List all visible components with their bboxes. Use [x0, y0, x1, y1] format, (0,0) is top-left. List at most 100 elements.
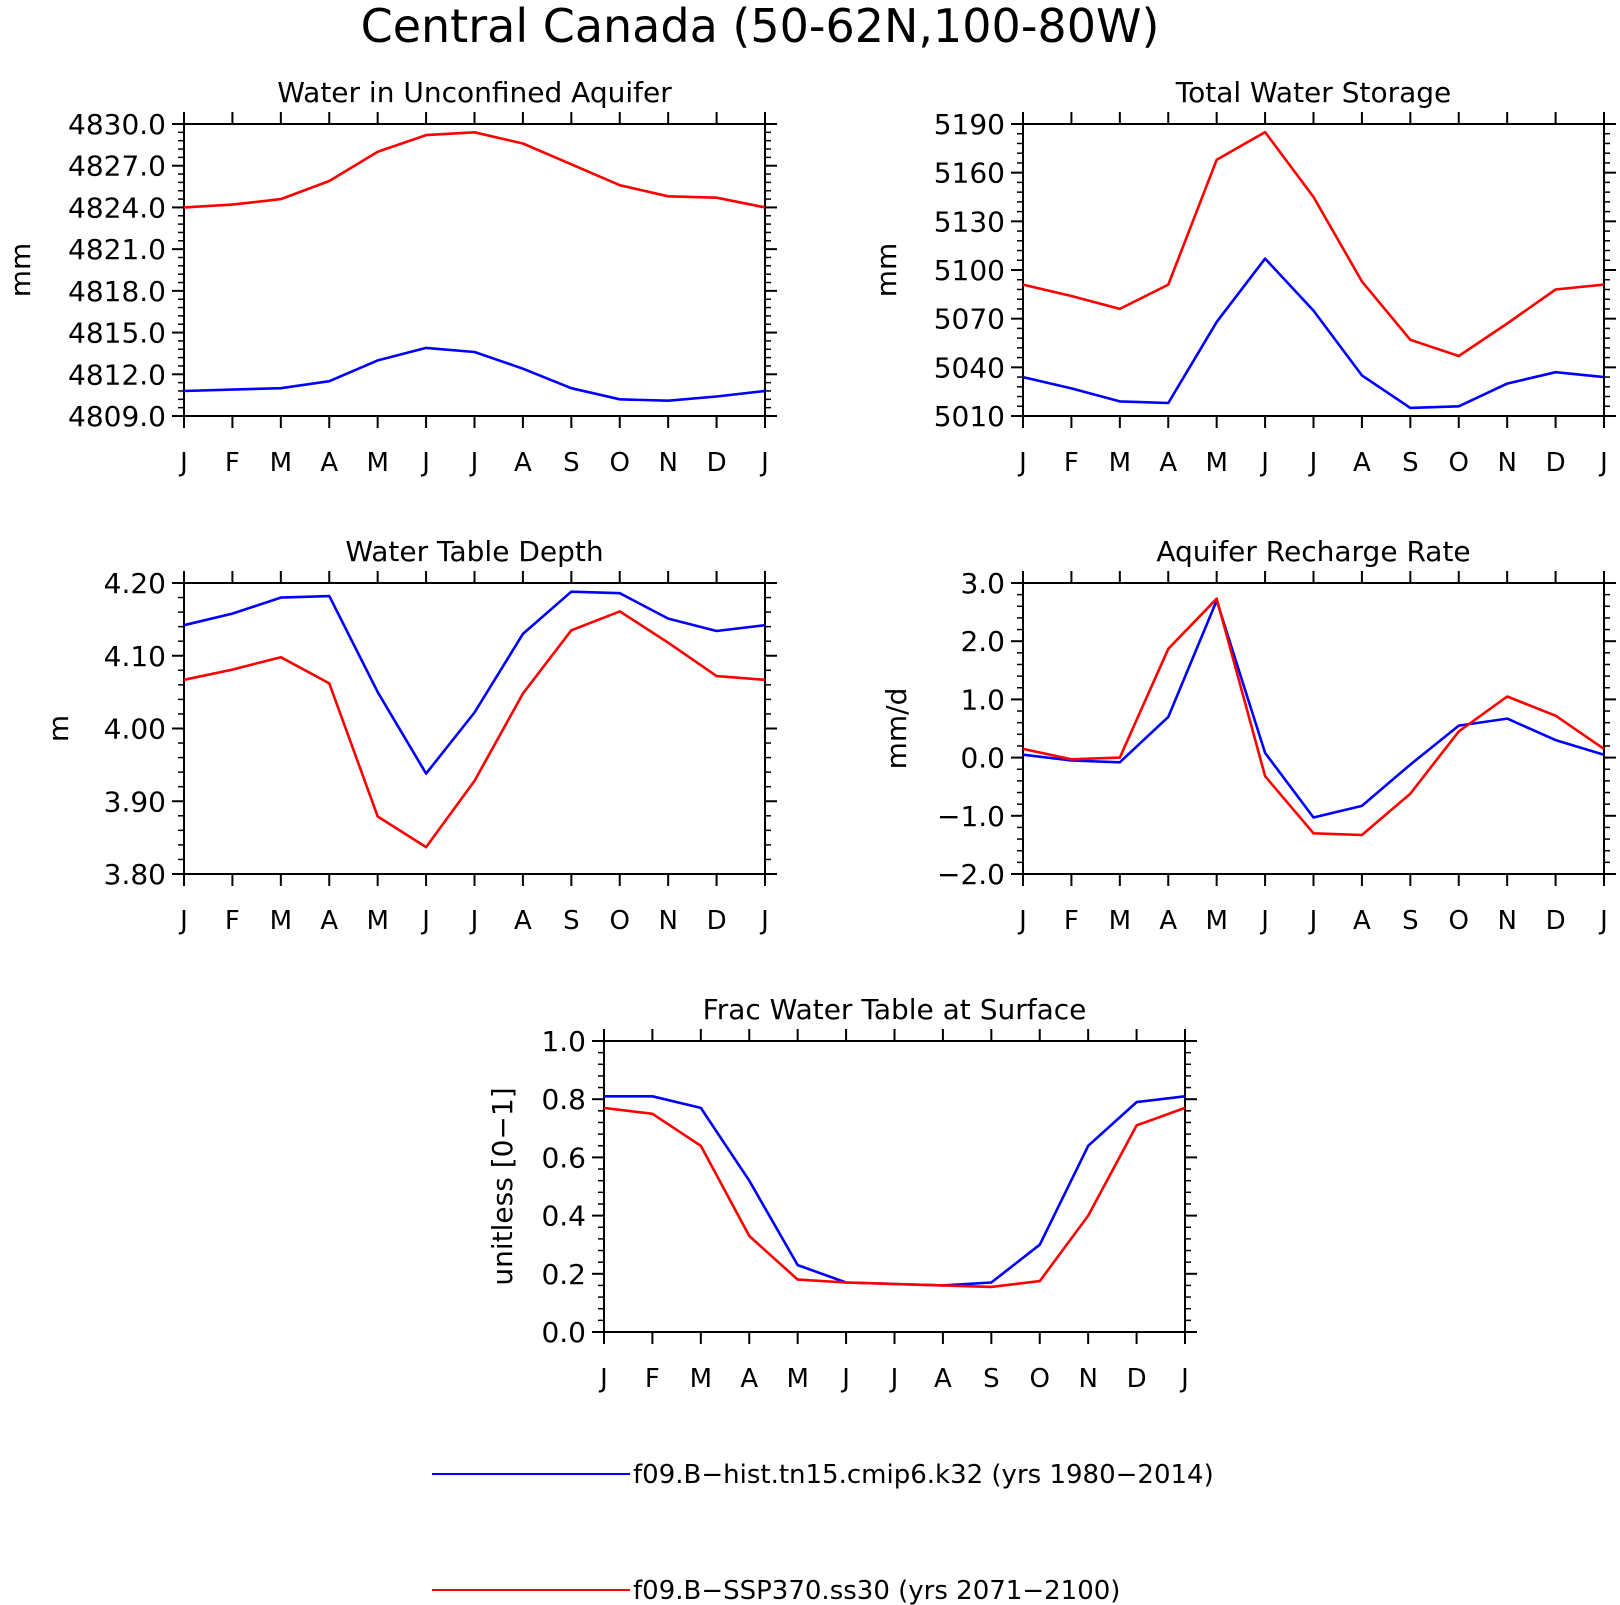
y-tick-label: 0.8 [541, 1083, 586, 1116]
figure-title: Central Canada (50-62N,100-80W) [361, 0, 1160, 53]
x-tick-label: M [1205, 906, 1227, 936]
x-tick-label: M [1109, 906, 1131, 936]
y-tick-label: 0.6 [541, 1141, 586, 1174]
panel-title: Water Table Depth [345, 535, 603, 568]
x-tick-label: O [1030, 1364, 1050, 1394]
x-tick-label: D [707, 448, 727, 478]
x-tick-label: J [420, 906, 430, 936]
y-tick-label: 3.0 [960, 567, 1005, 600]
x-tick-label: J [1598, 448, 1608, 478]
x-tick-label: S [1402, 906, 1419, 936]
x-tick-label: S [563, 906, 580, 936]
x-tick-label: S [983, 1364, 1000, 1394]
y-tick-label: 4818.0 [68, 275, 166, 308]
x-tick-label: O [1449, 448, 1469, 478]
x-tick-label: J [178, 448, 188, 478]
y-tick-label: 5040 [934, 351, 1005, 384]
y-tick-label: 0.2 [541, 1258, 586, 1291]
x-tick-label: S [563, 448, 580, 478]
chart-panel: J F M A M J J A S O N D J501050405070510051305160519… [870, 76, 1616, 478]
x-tick-label: J [1598, 906, 1608, 936]
legend-label: f09.B−hist.tn15.cmip6.k32 (yrs 1980−2014… [633, 1460, 1214, 1490]
x-tick-label: F [1064, 906, 1079, 936]
y-tick-label: 4815.0 [68, 317, 166, 350]
x-tick-label: D [707, 906, 727, 936]
y-tick-label: 3.90 [104, 785, 166, 818]
panel-title: Total Water Storage [1175, 76, 1452, 109]
x-tick-label: O [610, 906, 630, 936]
y-tick-label: 5010 [934, 400, 1005, 433]
x-tick-label: J [1308, 906, 1318, 936]
x-tick-label: J [1308, 448, 1318, 478]
x-tick-label: S [1402, 448, 1419, 478]
plot-frame [1022, 582, 1605, 875]
x-tick-label: A [1353, 448, 1371, 478]
y-tick-label: −1.0 [937, 800, 1005, 833]
series-line [1022, 597, 1605, 837]
legend: f09.B−hist.tn15.cmip6.k32 (yrs 1980−2014… [432, 1460, 1214, 1605]
y-axis-label: mm/d [880, 688, 913, 770]
x-tick-label: N [1497, 448, 1516, 478]
x-tick-label: A [1353, 906, 1371, 936]
panel-title: Water in Unconfined Aquifer [277, 76, 672, 109]
x-tick-label: M [270, 448, 292, 478]
y-tick-label: 0.0 [541, 1316, 586, 1349]
y-axis-label: m [42, 715, 75, 742]
x-tick-label: J [1017, 448, 1027, 478]
y-tick-label: 0.0 [960, 742, 1005, 775]
x-tick-label: A [740, 1364, 758, 1394]
x-tick-label: O [610, 448, 630, 478]
x-tick-label: J [469, 448, 479, 478]
x-tick-label: A [1159, 448, 1177, 478]
y-tick-label: 4830.0 [68, 108, 166, 141]
y-tick-label: 2.0 [960, 625, 1005, 658]
y-tick-label: 1.0 [960, 683, 1005, 716]
x-tick-label: J [1179, 1364, 1189, 1394]
series-line [183, 590, 766, 775]
series-line [1022, 257, 1605, 410]
x-tick-label: F [225, 448, 240, 478]
y-tick-label: 4827.0 [68, 150, 166, 183]
y-tick-label: 4.20 [104, 567, 166, 600]
x-tick-label: O [1449, 906, 1469, 936]
series-line [603, 1106, 1186, 1289]
y-tick-label: 5070 [934, 303, 1005, 336]
chart-panel: J F M A M J J A S O N D J−2.0−1.00.01.02.03.0Aquifer… [880, 535, 1616, 936]
y-tick-label: 5100 [934, 254, 1005, 287]
x-tick-label: N [1078, 1364, 1097, 1394]
x-tick-label: M [1109, 448, 1131, 478]
x-tick-label: F [645, 1364, 660, 1394]
plot-frame [183, 582, 766, 875]
legend-label: f09.B−SSP370.ss30 (yrs 2071−2100) [633, 1576, 1120, 1605]
series-line [1022, 130, 1605, 358]
x-tick-label: M [366, 448, 388, 478]
x-tick-label: J [840, 1364, 850, 1394]
chart-panel: J F M A M J J A S O N D J4809.04812.04815.04818.0482… [4, 76, 777, 478]
y-axis-label: mm [870, 243, 903, 298]
y-tick-label: 0.4 [541, 1200, 586, 1233]
x-tick-label: F [1064, 448, 1079, 478]
plot-frame [603, 1040, 1186, 1333]
y-axis-label: mm [4, 243, 37, 298]
x-tick-label: J [1017, 906, 1027, 936]
x-tick-label: M [270, 906, 292, 936]
x-tick-label: F [225, 906, 240, 936]
x-tick-label: A [320, 448, 338, 478]
series-line [183, 346, 766, 403]
panel-title: Frac Water Table at Surface [703, 993, 1087, 1026]
x-tick-label: J [889, 1364, 899, 1394]
y-tick-label: 4809.0 [68, 400, 166, 433]
panel-title: Aquifer Recharge Rate [1156, 535, 1470, 568]
y-tick-label: 4812.0 [68, 358, 166, 391]
x-tick-label: A [1159, 906, 1177, 936]
y-tick-label: 4.10 [104, 640, 166, 673]
y-axis-label: unitless [0−1] [486, 1087, 519, 1285]
series-line [183, 131, 766, 209]
x-tick-label: D [1546, 906, 1566, 936]
x-tick-label: J [598, 1364, 608, 1394]
series-line [604, 1095, 1186, 1287]
x-tick-label: D [1546, 448, 1566, 478]
x-tick-label: M [690, 1364, 712, 1394]
